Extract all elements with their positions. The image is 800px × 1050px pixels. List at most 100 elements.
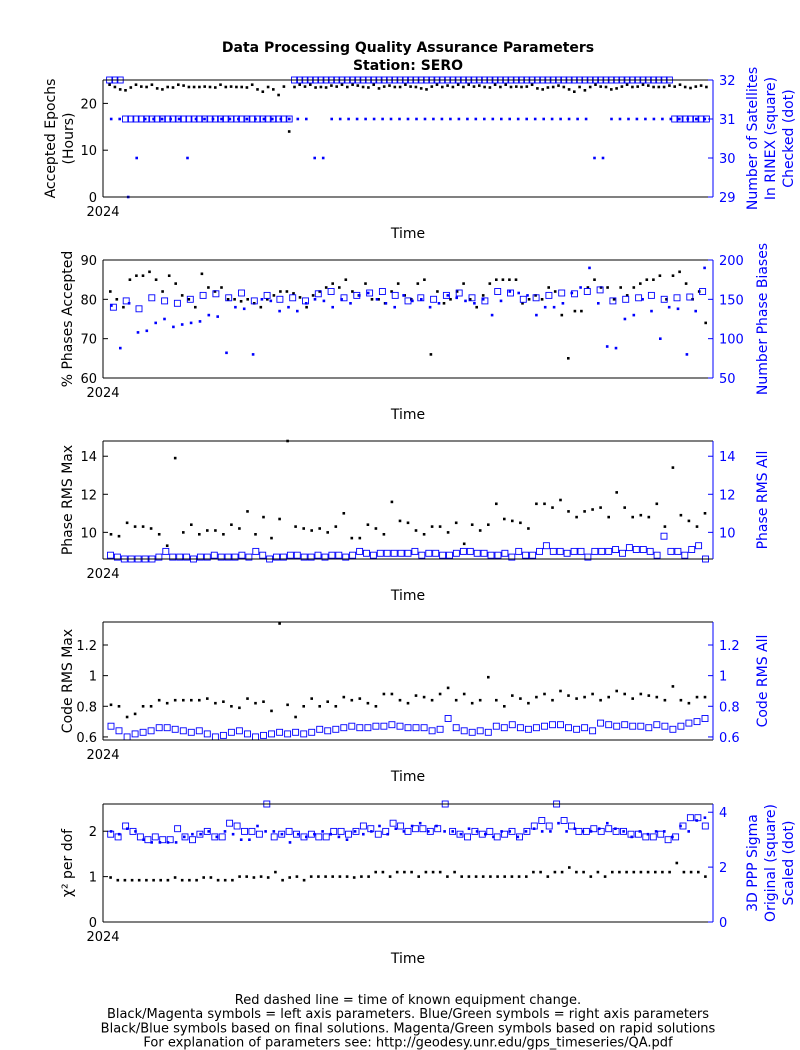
- data-point: [284, 730, 292, 738]
- data-point: [131, 730, 139, 738]
- data-point: [216, 315, 219, 318]
- data-point: [483, 117, 486, 121]
- data-point: [632, 870, 636, 874]
- data-point: [350, 536, 354, 540]
- data-point: [148, 270, 151, 274]
- data-point: [519, 521, 522, 525]
- data-point: [374, 830, 382, 838]
- data-point: [381, 870, 385, 874]
- data-point: [209, 876, 213, 879]
- data-point: [596, 870, 600, 874]
- data-point: [524, 830, 528, 833]
- data-point: [654, 870, 657, 874]
- series-left-dot: [109, 270, 707, 360]
- data-point: [119, 346, 122, 350]
- right-axis-label: Scaled (dot): [781, 821, 797, 906]
- data-point: [586, 286, 590, 289]
- data-point: [703, 816, 707, 819]
- data-point: [224, 85, 228, 89]
- data-point: [206, 697, 209, 700]
- data-point: [305, 835, 308, 839]
- data-point: [338, 875, 342, 878]
- data-point: [436, 725, 444, 733]
- data-point: [383, 549, 391, 557]
- data-point: [330, 117, 333, 121]
- data-point: [495, 278, 498, 281]
- data-point: [303, 85, 307, 88]
- data-point: [472, 85, 476, 88]
- data-point: [231, 553, 239, 561]
- data-point: [611, 870, 614, 874]
- data-point: [542, 117, 545, 121]
- data-point: [370, 298, 374, 301]
- data-point: [552, 305, 556, 309]
- data-point: [699, 84, 703, 87]
- data-point: [625, 83, 629, 86]
- data-point: [122, 115, 129, 123]
- plot-area: [103, 80, 713, 197]
- data-point: [199, 832, 202, 836]
- data-point: [259, 305, 263, 309]
- data-point: [568, 866, 571, 869]
- data-point: [646, 870, 650, 874]
- data-point: [189, 321, 193, 325]
- data-point: [551, 85, 555, 89]
- data-point: [352, 876, 356, 879]
- data-point: [266, 85, 270, 89]
- data-point: [538, 817, 546, 824]
- data-point: [639, 546, 647, 553]
- data-point: [557, 84, 560, 87]
- data-point: [143, 117, 147, 121]
- data-point: [414, 694, 418, 697]
- data-point: [438, 525, 442, 528]
- data-point: [507, 289, 514, 297]
- data-point: [578, 85, 581, 89]
- data-point: [367, 875, 370, 878]
- data-point: [473, 549, 481, 557]
- data-point: [677, 722, 685, 730]
- data-point: [305, 117, 308, 121]
- data-point: [406, 521, 410, 525]
- data-point: [456, 830, 464, 838]
- data-point: [313, 156, 316, 160]
- data-point: [266, 876, 270, 879]
- data-point: [261, 90, 265, 93]
- data-point: [532, 294, 540, 302]
- data-point: [490, 313, 494, 317]
- data-point: [270, 536, 273, 540]
- data-point: [386, 832, 389, 836]
- data-point: [381, 117, 384, 121]
- data-point: [115, 298, 119, 301]
- data-point: [550, 117, 554, 121]
- data-point: [705, 85, 708, 89]
- series-right-square: [107, 715, 709, 741]
- data-point: [646, 832, 650, 836]
- data-point: [540, 830, 544, 833]
- data-point: [125, 521, 129, 525]
- data-point: [150, 83, 154, 86]
- data-point: [547, 286, 550, 289]
- data-point: [529, 551, 537, 559]
- data-point: [525, 85, 529, 88]
- data-point: [117, 534, 121, 538]
- data-point: [601, 156, 605, 160]
- data-point: [203, 827, 211, 835]
- data-point: [259, 551, 267, 559]
- left-tick-label: 0.6: [76, 731, 97, 746]
- footer-line-3: Black/Blue symbols based on final soluti…: [101, 1021, 716, 1036]
- data-point: [288, 841, 292, 844]
- data-point: [107, 722, 115, 730]
- data-point: [380, 722, 388, 730]
- x-tick-label: 2024: [86, 205, 119, 220]
- data-point: [394, 827, 398, 830]
- data-point: [619, 549, 626, 557]
- right-tick-label: 0.8: [719, 700, 740, 715]
- data-point: [457, 117, 461, 121]
- data-point: [693, 718, 701, 726]
- data-point: [370, 830, 373, 833]
- data-point: [214, 86, 217, 89]
- data-point: [446, 551, 453, 559]
- data-point: [254, 701, 257, 705]
- data-point: [366, 701, 370, 705]
- data-point: [248, 827, 256, 835]
